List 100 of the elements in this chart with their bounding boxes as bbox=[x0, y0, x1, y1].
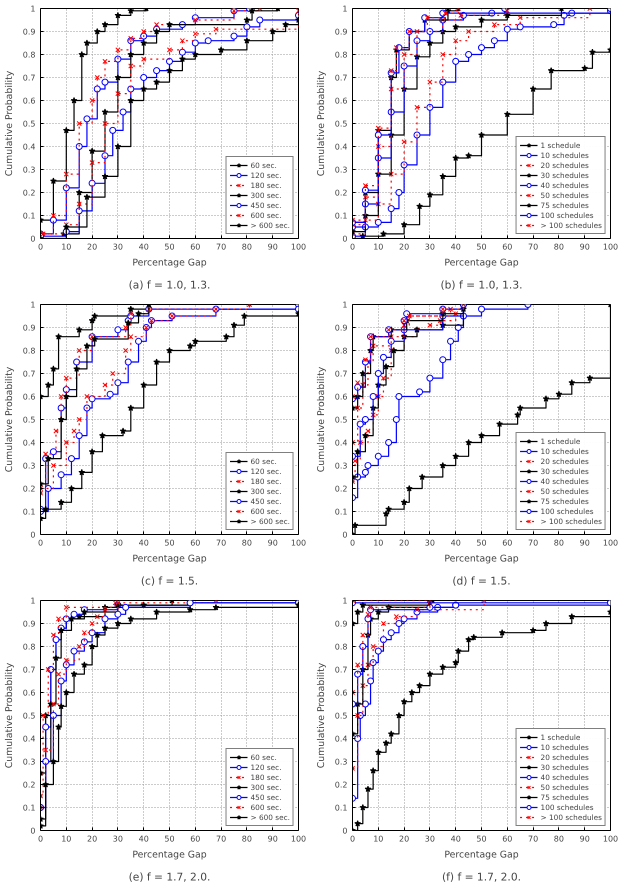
y-tick-label: 0.1 bbox=[22, 508, 36, 516]
x-tick-label: 80 bbox=[242, 242, 252, 252]
y-tick-label: 0.2 bbox=[334, 484, 348, 494]
y-tick-label: 1 bbox=[30, 4, 36, 14]
x-tick-label: 20 bbox=[399, 242, 410, 252]
x-tick-label: 90 bbox=[268, 242, 278, 252]
y-axis-title: Cumulative Probability bbox=[316, 366, 327, 472]
y-tick-label: 0.5 bbox=[22, 712, 36, 720]
x-axis-title: Percentage Gap bbox=[132, 850, 207, 860]
y-tick-label: 0.8 bbox=[22, 642, 36, 652]
x-tick-label: 50 bbox=[164, 538, 175, 548]
x-tick-label: 0 bbox=[38, 834, 44, 844]
y-tick-label: 0.7 bbox=[22, 370, 36, 378]
x-tick-label: 90 bbox=[268, 538, 278, 548]
y-tick-label: 0.8 bbox=[334, 642, 348, 652]
text: (d) f = 1.5. bbox=[452, 574, 511, 588]
x-tick-label: 40 bbox=[450, 242, 461, 252]
y-tick-label: 0 bbox=[342, 530, 348, 540]
x-tick-label: 30 bbox=[424, 242, 435, 252]
x-tick-label: 50 bbox=[164, 834, 175, 844]
y-tick-label: 0.3 bbox=[22, 758, 36, 766]
x-tick-label: 0 bbox=[350, 242, 356, 252]
y-tick-label: 1 bbox=[342, 596, 348, 606]
y-tick-label: 0.3 bbox=[22, 462, 36, 470]
x-tick-label: 20 bbox=[87, 242, 98, 252]
y-tick-label: 0.1 bbox=[334, 804, 348, 812]
y-tick-label: 1 bbox=[342, 4, 348, 14]
x-tick-label: 0 bbox=[38, 242, 44, 252]
x-axis-title: Percentage Gap bbox=[444, 850, 519, 860]
y-tick-label: 0.7 bbox=[334, 666, 348, 674]
text: (a) f = 1.0, 1.3. bbox=[128, 278, 210, 292]
text: (c) f = 1.5. bbox=[140, 574, 198, 588]
x-tick-label: 80 bbox=[242, 834, 252, 844]
y-tick-label: 0.4 bbox=[334, 438, 348, 448]
y-tick-label: 0.3 bbox=[22, 166, 36, 174]
y-tick-label: 0 bbox=[30, 530, 36, 540]
x-tick-label: 50 bbox=[476, 538, 487, 548]
y-tick-label: 0.5 bbox=[334, 712, 348, 720]
y-tick-label: 0 bbox=[342, 234, 348, 244]
y-tick-label: 0.5 bbox=[22, 416, 36, 424]
x-axis-title: Percentage Gap bbox=[132, 258, 207, 268]
x-tick-label: 20 bbox=[87, 538, 98, 548]
y-tick-label: 0.9 bbox=[22, 28, 36, 36]
y-tick-label: 0.4 bbox=[334, 734, 348, 744]
x-tick-label: 90 bbox=[580, 242, 590, 252]
y-tick-label: 0.7 bbox=[22, 74, 36, 82]
x-tick-label: 60 bbox=[190, 834, 200, 844]
y-tick-label: 0.3 bbox=[334, 462, 348, 470]
y-tick-label: 1 bbox=[30, 300, 36, 310]
x-tick-label: 80 bbox=[554, 834, 564, 844]
x-tick-label: 80 bbox=[554, 538, 564, 548]
x-tick-label: 70 bbox=[528, 538, 538, 548]
x-tick-label: 70 bbox=[528, 242, 538, 252]
x-tick-label: 60 bbox=[502, 242, 512, 252]
x-tick-label: 10 bbox=[61, 242, 72, 252]
y-tick-label: 0.6 bbox=[334, 688, 348, 698]
x-tick-label: 10 bbox=[373, 834, 384, 844]
x-tick-label: 40 bbox=[138, 834, 149, 844]
y-tick-label: 0.4 bbox=[22, 142, 36, 152]
y-tick-label: 0.9 bbox=[334, 28, 348, 36]
y-tick-label: 0.2 bbox=[22, 780, 36, 790]
x-axis-title: Percentage Gap bbox=[444, 258, 519, 268]
text: (b) f = 1.0, 1.3. bbox=[440, 278, 522, 292]
x-tick-label: 100 bbox=[602, 242, 618, 252]
text: (f) f = 1.7, 2.0. bbox=[442, 870, 521, 884]
y-tick-label: 0.1 bbox=[22, 212, 36, 220]
x-tick-label: 30 bbox=[424, 538, 435, 548]
y-tick-label: 1 bbox=[342, 300, 348, 310]
y-tick-label: 0.2 bbox=[334, 188, 348, 198]
y-tick-label: 0.9 bbox=[334, 324, 348, 332]
y-tick-label: 0.5 bbox=[334, 416, 348, 424]
y-tick-label: 0 bbox=[342, 826, 348, 836]
x-tick-label: 30 bbox=[112, 538, 123, 548]
y-tick-label: 0.4 bbox=[334, 142, 348, 152]
x-tick-label: 30 bbox=[112, 834, 123, 844]
x-tick-label: 10 bbox=[373, 242, 384, 252]
x-tick-label: 100 bbox=[602, 538, 618, 548]
y-tick-label: 0.9 bbox=[22, 324, 36, 332]
y-tick-label: 0.2 bbox=[22, 484, 36, 494]
x-tick-label: 0 bbox=[38, 538, 44, 548]
y-tick-label: 0.5 bbox=[22, 120, 36, 128]
x-tick-label: 80 bbox=[554, 242, 564, 252]
y-tick-label: 0.5 bbox=[334, 120, 348, 128]
x-tick-label: 10 bbox=[373, 538, 384, 548]
x-tick-label: 40 bbox=[138, 538, 149, 548]
x-tick-label: 100 bbox=[290, 538, 306, 548]
y-tick-label: 0.9 bbox=[334, 620, 348, 628]
x-axis-title: Percentage Gap bbox=[132, 554, 207, 564]
x-tick-label: 60 bbox=[190, 242, 200, 252]
y-tick-label: 0.8 bbox=[334, 50, 348, 60]
y-tick-label: 0.7 bbox=[334, 370, 348, 378]
x-axis-title: Percentage Gap bbox=[444, 554, 519, 564]
x-tick-label: 90 bbox=[580, 834, 590, 844]
y-tick-label: 0 bbox=[30, 234, 36, 244]
x-tick-label: 30 bbox=[112, 242, 123, 252]
y-tick-label: 0.7 bbox=[22, 666, 36, 674]
y-tick-label: 0.7 bbox=[334, 74, 348, 82]
y-tick-label: 0 bbox=[30, 826, 36, 836]
x-tick-label: 90 bbox=[268, 834, 278, 844]
x-tick-label: 40 bbox=[450, 538, 461, 548]
